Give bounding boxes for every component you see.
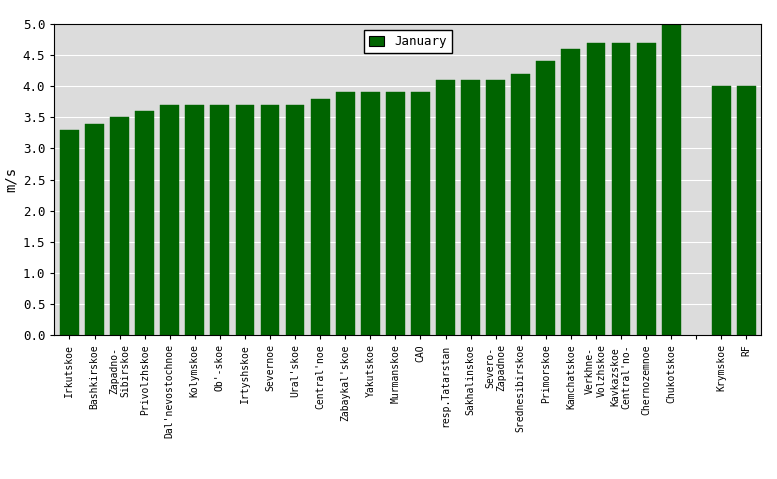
Y-axis label: m/s: m/s [3, 167, 17, 192]
Bar [737, 86, 756, 335]
Bar [562, 49, 580, 335]
Bar [286, 105, 305, 335]
Bar [436, 80, 455, 335]
Bar [85, 124, 104, 335]
Bar [712, 86, 730, 335]
Bar [636, 43, 656, 335]
Bar [587, 43, 605, 335]
Bar [536, 61, 556, 335]
Bar [186, 105, 204, 335]
Bar [662, 24, 681, 335]
Bar [386, 92, 405, 335]
Bar [486, 80, 505, 335]
Legend: January: January [364, 30, 451, 53]
Bar [110, 117, 129, 335]
Bar [135, 111, 154, 335]
Bar [235, 105, 254, 335]
Bar [361, 92, 380, 335]
Bar [311, 99, 329, 335]
Bar [462, 80, 480, 335]
Bar [611, 43, 630, 335]
Bar [411, 92, 430, 335]
Bar [60, 130, 78, 335]
Bar [511, 74, 530, 335]
Bar [260, 105, 280, 335]
Bar [160, 105, 179, 335]
Bar [336, 92, 354, 335]
Bar [211, 105, 229, 335]
